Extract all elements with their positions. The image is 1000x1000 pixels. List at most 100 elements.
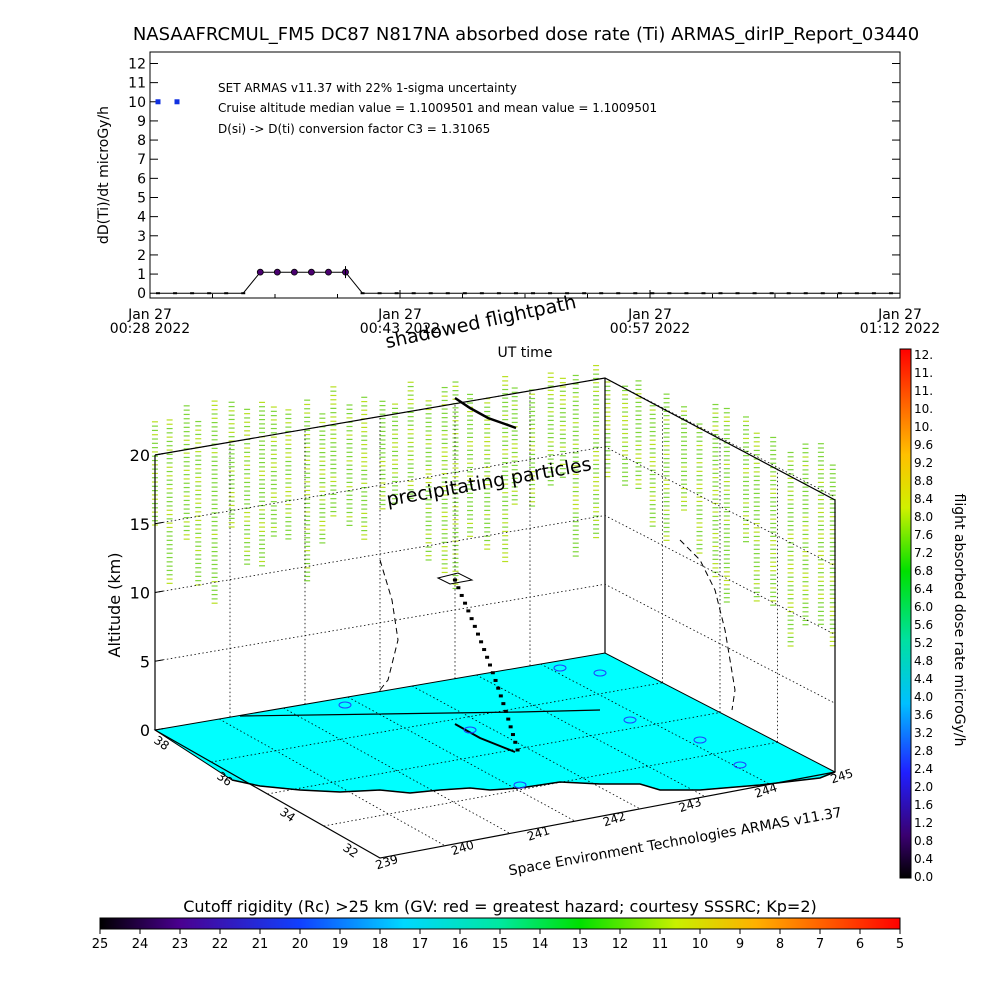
dose-y-tick-label: 2 xyxy=(137,248,146,264)
altitude-ticks: 0 5 10 15 20 xyxy=(130,446,164,740)
land-area xyxy=(232,772,835,882)
dose-colorbar-tick-label: 8.8 xyxy=(914,474,933,488)
flight-path-point xyxy=(501,702,506,706)
dose-y-tick-label: 11 xyxy=(128,76,146,92)
dose-colorbar-tick-label: 0.8 xyxy=(914,834,933,848)
plot-box-floor xyxy=(154,729,836,859)
cutoff-tick-label: 8 xyxy=(776,937,784,952)
altitude-tick xyxy=(154,521,164,525)
dose-y-tick-label: 1 xyxy=(137,267,146,283)
dose-colorbar-tick-label: 1.2 xyxy=(914,816,933,830)
cutoff-tick-label: 24 xyxy=(132,937,149,952)
dose-y-tick-label: 8 xyxy=(137,133,146,149)
cutoff-tick-label: 18 xyxy=(372,937,389,952)
flight-path-point xyxy=(508,725,513,729)
flight-path-point xyxy=(513,740,518,744)
dose-colorbar-tick-label: 1.6 xyxy=(914,798,933,812)
dose-high-point xyxy=(174,99,180,105)
dose-colorbar-tick-label: 9.6 xyxy=(914,438,933,452)
cutoff-tick-label: 6 xyxy=(856,937,864,952)
cutoff-tick-label: 25 xyxy=(92,937,109,952)
cutoff-tick-label: 5 xyxy=(896,937,904,952)
dose-point xyxy=(290,268,298,276)
wall-grid-line xyxy=(154,377,836,498)
dose-colorbar-tick-label: 6.0 xyxy=(914,600,933,614)
flight-path-point xyxy=(472,624,477,628)
dose-y-tick-label: 0 xyxy=(137,286,146,302)
dose-colorbar-gradient xyxy=(899,348,912,879)
dose-colorbar-tick-label: 7.2 xyxy=(914,546,933,560)
wall-grid-line xyxy=(154,515,836,635)
x-axis-label: UT time xyxy=(498,345,553,361)
longitude-tick-label: 242 xyxy=(601,809,627,829)
dose-colorbar-tick-label: 4.4 xyxy=(914,672,933,686)
cutoff-tick-label: 22 xyxy=(212,937,229,952)
cutoff-tick-label: 16 xyxy=(452,937,469,952)
flight-path-point xyxy=(496,686,501,690)
flight-path-point xyxy=(485,655,490,659)
dose-colorbar-tick-label: 4.8 xyxy=(914,654,933,668)
dose-colorbar: 12. 11. 11. 10. 10. 9.6 9.2 8.8 8.4 8.0 7.6 7.2 6.8 6… xyxy=(899,348,967,884)
dose-colorbar-tick-label: 7.6 xyxy=(914,528,933,542)
dose-x-tick-label-date: 00:57 2022 xyxy=(610,321,690,337)
dose-y-tick-label: 5 xyxy=(137,190,146,206)
altitude-tick xyxy=(154,659,164,662)
dose-colorbar-ticks: 12. 11. 11. 10. 10. 9.6 9.2 8.8 8.4 8.0 7.6 7.2 6.8 6… xyxy=(914,348,933,884)
flight-path-point xyxy=(456,586,461,590)
contour-mark xyxy=(733,761,747,769)
flight-path-point xyxy=(479,640,484,644)
flight-path-point xyxy=(463,601,468,605)
longitude-tick-label: 240 xyxy=(450,838,476,858)
ground-track xyxy=(239,709,601,717)
wall-grid xyxy=(154,377,836,743)
dose-x-tick-label-date: 00:28 2022 xyxy=(110,321,190,337)
cutoff-tick-label: 17 xyxy=(412,937,429,952)
flight-path-point xyxy=(490,671,495,675)
dose-y-tick-label: 12 xyxy=(128,56,146,72)
cutoff-colorbar-gradient xyxy=(99,917,901,930)
flight-path-point xyxy=(475,632,480,636)
flight-path-point xyxy=(515,748,520,752)
dose-annotation-2: Cruise altitude median value = 1.1009501… xyxy=(218,101,657,115)
longitude-tick-label: 241 xyxy=(525,823,551,843)
cutoff-tick-label: 23 xyxy=(172,937,189,952)
cutoff-tick-label: 11 xyxy=(652,937,669,952)
shadow-path-right xyxy=(679,539,736,711)
flight-path-point xyxy=(482,648,487,652)
flight-path-point xyxy=(503,709,508,713)
altitude-tick-label: 20 xyxy=(130,446,150,465)
dose-colorbar-tick-label: 9.2 xyxy=(914,456,933,470)
dose-x-tick-label-date: 00:43 2022 xyxy=(360,321,440,337)
ocean-surface xyxy=(153,652,837,794)
floor-grid-line xyxy=(411,685,641,810)
altitude-tick-label: 0 xyxy=(140,721,150,740)
contour-mark xyxy=(338,701,352,709)
floor-grid-line xyxy=(211,682,663,763)
dose-colorbar-tick-label: 6.8 xyxy=(914,564,933,578)
longitude-tick-label: 243 xyxy=(677,795,703,815)
contour-mark xyxy=(593,669,607,677)
dose-colorbar-tick-label: 2.8 xyxy=(914,744,933,758)
flight-path-point xyxy=(469,617,474,621)
dose-point xyxy=(325,268,332,276)
cutoff-title: Cutoff rigidity (Rc) >25 km (GV: red = g… xyxy=(183,897,817,916)
dose-colorbar-tick-label: 3.2 xyxy=(914,726,933,740)
cutoff-tick-label: 12 xyxy=(612,937,629,952)
flight-path-point xyxy=(493,678,498,682)
dose-y-tick-label: 4 xyxy=(137,210,146,226)
longitude-tick-label: 244 xyxy=(753,780,779,800)
altitude-label: Altitude (km) xyxy=(105,553,124,658)
dose-annotation-3: D(si) -> D(ti) conversion factor C3 = 1.… xyxy=(218,122,490,136)
floor-grid-line xyxy=(323,741,778,827)
cutoff-tick-label: 13 xyxy=(572,937,589,952)
dose-point xyxy=(308,268,315,276)
dose-colorbar-tick-label: 12. xyxy=(914,348,933,362)
dose-y-tick-label: 3 xyxy=(137,229,146,245)
ground-track-shadow xyxy=(454,723,516,753)
floor-grid xyxy=(211,663,778,847)
dose-x-tick-label-date: 01:12 2022 xyxy=(860,321,940,337)
longitude-ticks: 239 240 241 242 243 244 245 xyxy=(374,766,855,872)
